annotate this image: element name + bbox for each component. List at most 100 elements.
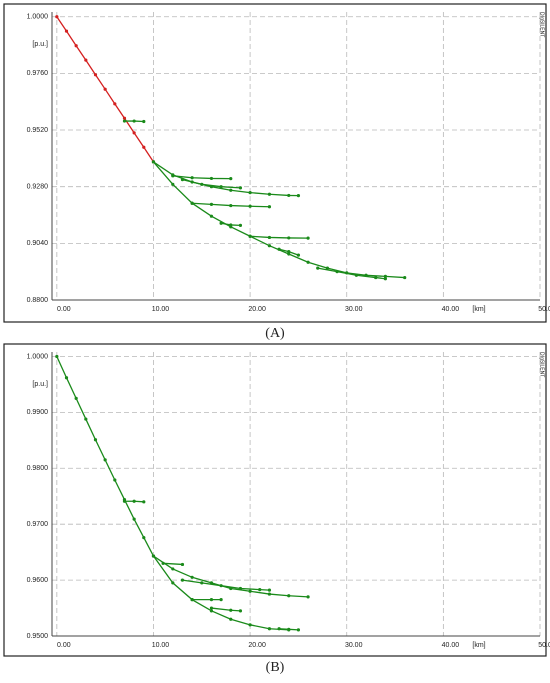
node-marker	[200, 182, 204, 186]
node-marker	[103, 458, 107, 462]
node-marker	[219, 598, 223, 602]
node-marker	[190, 598, 194, 602]
y-tick-label: 1.0000	[27, 14, 49, 21]
node-marker	[209, 176, 214, 181]
node-marker	[132, 119, 136, 123]
frame-a	[3, 3, 547, 323]
node-marker	[200, 581, 204, 585]
node-marker	[238, 186, 243, 190]
profile-line	[211, 607, 241, 612]
watermark: DIgSILENT	[539, 12, 545, 37]
node-marker	[248, 234, 252, 238]
y-axis-label: [p.u.]	[32, 381, 48, 388]
node-marker	[258, 587, 262, 592]
y-tick-label: 0.9900	[27, 409, 49, 416]
node-marker	[267, 592, 272, 596]
node-marker	[190, 575, 194, 579]
profile-line	[250, 235, 309, 239]
node-marker	[113, 102, 117, 106]
node-marker	[142, 536, 146, 540]
y-tick-label: 0.9600	[27, 577, 49, 584]
y-tick-label: 0.8800	[27, 297, 49, 304]
x-tick-label: 50.00	[538, 306, 550, 313]
node-marker	[296, 628, 301, 632]
profile-line	[182, 178, 241, 189]
x-tick-label: 20.00	[248, 642, 266, 649]
node-marker	[306, 595, 310, 599]
node-marker	[354, 273, 358, 277]
node-marker	[383, 274, 387, 278]
y-tick-label: 0.9760	[27, 70, 49, 77]
node-marker	[55, 15, 59, 19]
node-marker	[287, 250, 291, 254]
node-marker	[151, 160, 156, 164]
watermark: DIgSILENT	[539, 352, 545, 377]
node-marker	[229, 223, 233, 227]
node-marker	[180, 178, 185, 182]
node-marker	[161, 561, 165, 565]
node-marker	[277, 247, 281, 251]
node-marker	[209, 214, 214, 218]
node-marker	[180, 578, 185, 582]
node-marker	[248, 623, 252, 627]
node-marker	[122, 119, 127, 123]
node-marker	[209, 202, 214, 206]
node-marker	[277, 627, 281, 631]
profile-line	[163, 562, 183, 566]
node-marker	[142, 500, 146, 504]
node-marker	[132, 517, 136, 521]
x-axis-label: [km]	[472, 642, 485, 649]
x-tick-label: 0.00	[57, 306, 71, 313]
node-marker	[248, 190, 252, 195]
node-marker	[267, 205, 272, 209]
node-marker	[219, 221, 223, 225]
node-marker	[84, 58, 88, 62]
node-marker	[219, 185, 223, 189]
x-tick-label: 50.00	[538, 642, 550, 649]
node-marker	[132, 131, 136, 135]
node-marker	[267, 244, 272, 248]
node-marker	[229, 177, 233, 181]
x-tick-label: 20.00	[248, 306, 266, 313]
node-marker	[142, 145, 146, 149]
node-marker	[229, 608, 233, 612]
node-marker	[151, 554, 156, 558]
node-marker	[209, 609, 214, 613]
node-marker	[171, 174, 175, 178]
profile-line	[152, 555, 289, 631]
x-tick-label: 40.00	[442, 306, 460, 313]
node-marker	[287, 193, 291, 198]
x-axis-label: [km]	[472, 306, 485, 313]
node-marker	[171, 581, 175, 585]
node-marker	[287, 594, 291, 598]
node-marker	[74, 396, 78, 401]
node-marker	[190, 176, 194, 180]
node-marker	[229, 617, 233, 621]
node-marker	[287, 627, 291, 631]
y-tick-label: 0.9280	[27, 184, 49, 191]
node-marker	[306, 236, 310, 240]
node-marker	[296, 194, 301, 198]
x-tick-label: 30.00	[345, 642, 363, 649]
node-marker	[287, 252, 291, 256]
node-marker	[267, 235, 272, 240]
node-marker	[209, 606, 214, 610]
caption: (B)	[266, 660, 285, 675]
node-marker	[248, 589, 252, 593]
node-marker	[267, 588, 272, 592]
node-marker	[113, 478, 117, 482]
y-tick-label: 0.9040	[27, 240, 49, 247]
node-marker	[122, 116, 127, 120]
profile-line	[172, 175, 231, 180]
y-tick-label: 0.9500	[27, 633, 49, 640]
node-marker	[103, 87, 107, 91]
node-marker	[383, 277, 387, 281]
node-marker	[238, 223, 243, 228]
node-marker	[374, 275, 378, 280]
node-marker	[142, 119, 146, 124]
node-marker	[132, 499, 136, 503]
node-marker	[287, 236, 291, 240]
node-marker	[171, 567, 175, 571]
y-tick-label: 0.9700	[27, 521, 49, 528]
